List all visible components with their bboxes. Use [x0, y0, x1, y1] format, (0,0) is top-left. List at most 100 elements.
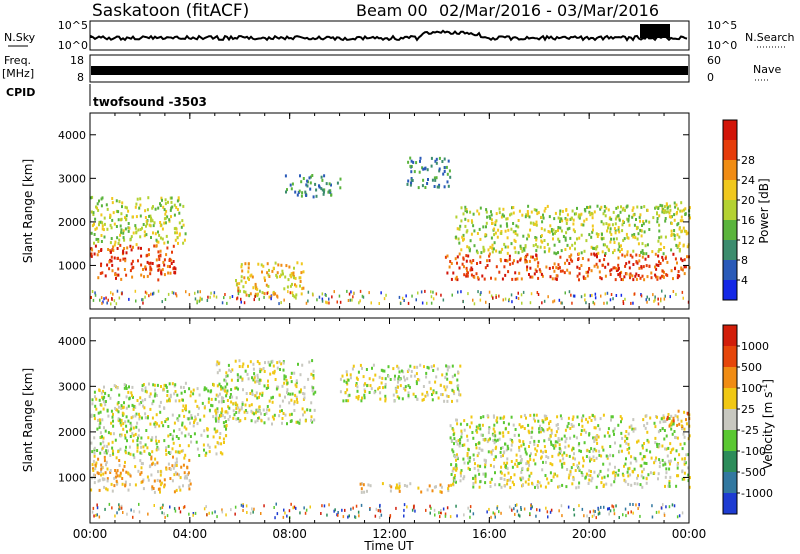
- power-echo-cell: [122, 257, 125, 261]
- power-echo-cell: [100, 197, 103, 201]
- velocity-echo-cell: [595, 516, 597, 520]
- velocity-echo-cell: [448, 380, 451, 384]
- power-echo-cell: [286, 188, 288, 192]
- velocity-echo-cell: [623, 464, 625, 468]
- power-echo-cell: [496, 235, 499, 239]
- velocity-echo-cell: [178, 428, 181, 431]
- power-echo-cell: [300, 292, 303, 296]
- velocity-echo-cell: [669, 462, 671, 466]
- velocity-echo-cell: [393, 377, 396, 381]
- power-echo-cell: [236, 297, 238, 301]
- velocity-echo-cell: [196, 404, 199, 408]
- power-echo-cell: [561, 219, 564, 223]
- power-echo-cell: [620, 205, 622, 209]
- power-echo-cell: [674, 267, 676, 271]
- velocity-echo-cell: [362, 483, 365, 487]
- power-echo-cell: [514, 232, 517, 235]
- power-echo-cell: [288, 265, 291, 269]
- velocity-echo-cell: [255, 379, 258, 383]
- power-echo-cell: [517, 251, 520, 255]
- power-echo-cell: [267, 284, 270, 288]
- power-echo-cell: [495, 294, 497, 298]
- power-echo-cell: [175, 292, 177, 296]
- velocity-echo-cell: [539, 484, 542, 488]
- velocity-echo-cell: [669, 442, 672, 446]
- velocity-echo-cell: [503, 478, 506, 481]
- velocity-echo-cell: [666, 417, 669, 421]
- velocity-echo-cell: [608, 512, 610, 516]
- velocity-echo-cell: [524, 480, 527, 484]
- velocity-echo-cell: [272, 395, 274, 399]
- nave-tick-top: 60: [707, 54, 721, 67]
- velocity-echo-cell: [104, 429, 107, 433]
- velocity-echo-cell: [431, 393, 433, 396]
- velocity-echo-cell: [490, 515, 492, 519]
- power-echo-cell: [93, 222, 95, 226]
- velocity-echo-cell: [97, 472, 100, 476]
- power-echo-cell: [553, 243, 556, 247]
- velocity-echo-cell: [542, 460, 544, 464]
- velocity-echo-cell: [321, 504, 323, 508]
- velocity-echo-cell: [226, 374, 229, 378]
- velocity-echo-cell: [544, 460, 547, 464]
- power-echo-cell: [243, 301, 246, 305]
- velocity-echo-cell: [662, 420, 665, 424]
- velocity-echo-cell: [606, 456, 609, 460]
- power-echo-cell: [553, 262, 556, 266]
- power-echo-cell: [117, 273, 120, 277]
- power-echo-cell: [430, 156, 433, 160]
- velocity-echo-cell: [93, 481, 96, 485]
- power-echo-cell: [606, 291, 609, 295]
- velocity-echo-cell: [383, 369, 386, 373]
- velocity-echo-cell: [147, 512, 149, 516]
- power-echo-cell: [254, 292, 257, 296]
- power-echo-cell: [552, 228, 555, 232]
- power-echo-cell: [240, 300, 242, 304]
- power-echo-cell: [495, 265, 498, 269]
- velocity-echo-cell: [683, 427, 686, 431]
- power-echo-cell: [115, 302, 118, 306]
- power-echo-cell: [664, 219, 667, 223]
- velocity-echo-cell: [657, 472, 660, 476]
- velocity-echo-cell: [527, 478, 530, 482]
- power-echo-cell: [221, 301, 224, 305]
- power-echo-cell: [242, 285, 245, 289]
- velocity-echo-cell: [139, 451, 142, 455]
- velocity-echo-cell: [642, 418, 645, 422]
- velocity-echo-cell: [513, 433, 516, 437]
- power-echo-cell: [509, 213, 511, 217]
- velocity-echo-cell: [183, 471, 186, 475]
- power-echo-cell: [660, 235, 663, 239]
- power-echo-cell: [421, 184, 424, 188]
- velocity-echo-cell: [360, 490, 363, 494]
- power-echo-cell: [617, 214, 620, 218]
- velocity-echo-cell: [532, 417, 535, 421]
- velocity-echo-cell: [155, 439, 158, 443]
- velocity-echo-cell: [560, 437, 563, 441]
- velocity-echo-cell: [93, 454, 96, 458]
- power-echo-cell: [585, 217, 588, 221]
- velocity-echo-cell: [425, 371, 428, 375]
- power-echo-cell: [606, 301, 608, 305]
- velocity-echo-cell: [310, 415, 313, 419]
- velocity-echo-cell: [178, 506, 180, 510]
- power-echo-cell: [644, 244, 647, 248]
- velocity-echo-cell: [451, 364, 454, 368]
- velocity-echo-cell: [198, 393, 201, 397]
- power-echo-cell: [275, 273, 278, 277]
- velocity-echo-cell: [459, 393, 462, 397]
- velocity-echo-cell: [587, 482, 590, 485]
- power-echo-cell: [157, 268, 160, 272]
- velocity-echo-cell: [160, 421, 163, 425]
- power-echo-cell: [128, 226, 131, 230]
- velocity-echo-cell: [384, 382, 387, 386]
- power-echo-cell: [308, 176, 311, 180]
- velocity-echo-cell: [624, 439, 626, 443]
- power-colorbar-tick-label: 24: [741, 174, 755, 187]
- power-echo-cell: [555, 266, 558, 270]
- power-echo-cell: [620, 244, 622, 248]
- velocity-echo-cell: [527, 423, 530, 427]
- power-echo-cell: [302, 286, 305, 290]
- velocity-echo-cell: [681, 447, 684, 451]
- velocity-echo-cell: [543, 414, 546, 418]
